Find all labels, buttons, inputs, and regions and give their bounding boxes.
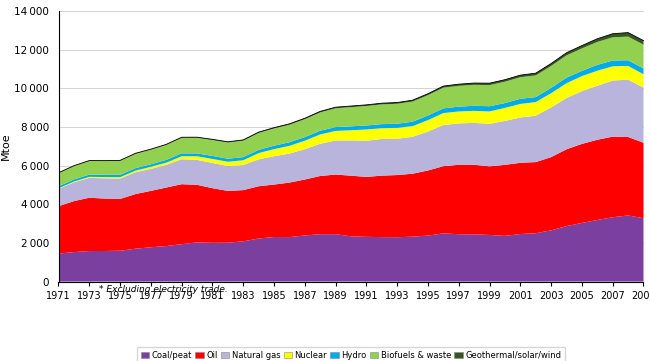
Legend: Coal/peat, Oil, Natural gas, Nuclear, Hydro, Biofuels & waste, Geothermal/solar/: Coal/peat, Oil, Natural gas, Nuclear, Hy… — [136, 347, 566, 361]
Y-axis label: Mtoe: Mtoe — [1, 132, 11, 160]
Text: * Excluding electricity trade.: * Excluding electricity trade. — [99, 286, 228, 295]
